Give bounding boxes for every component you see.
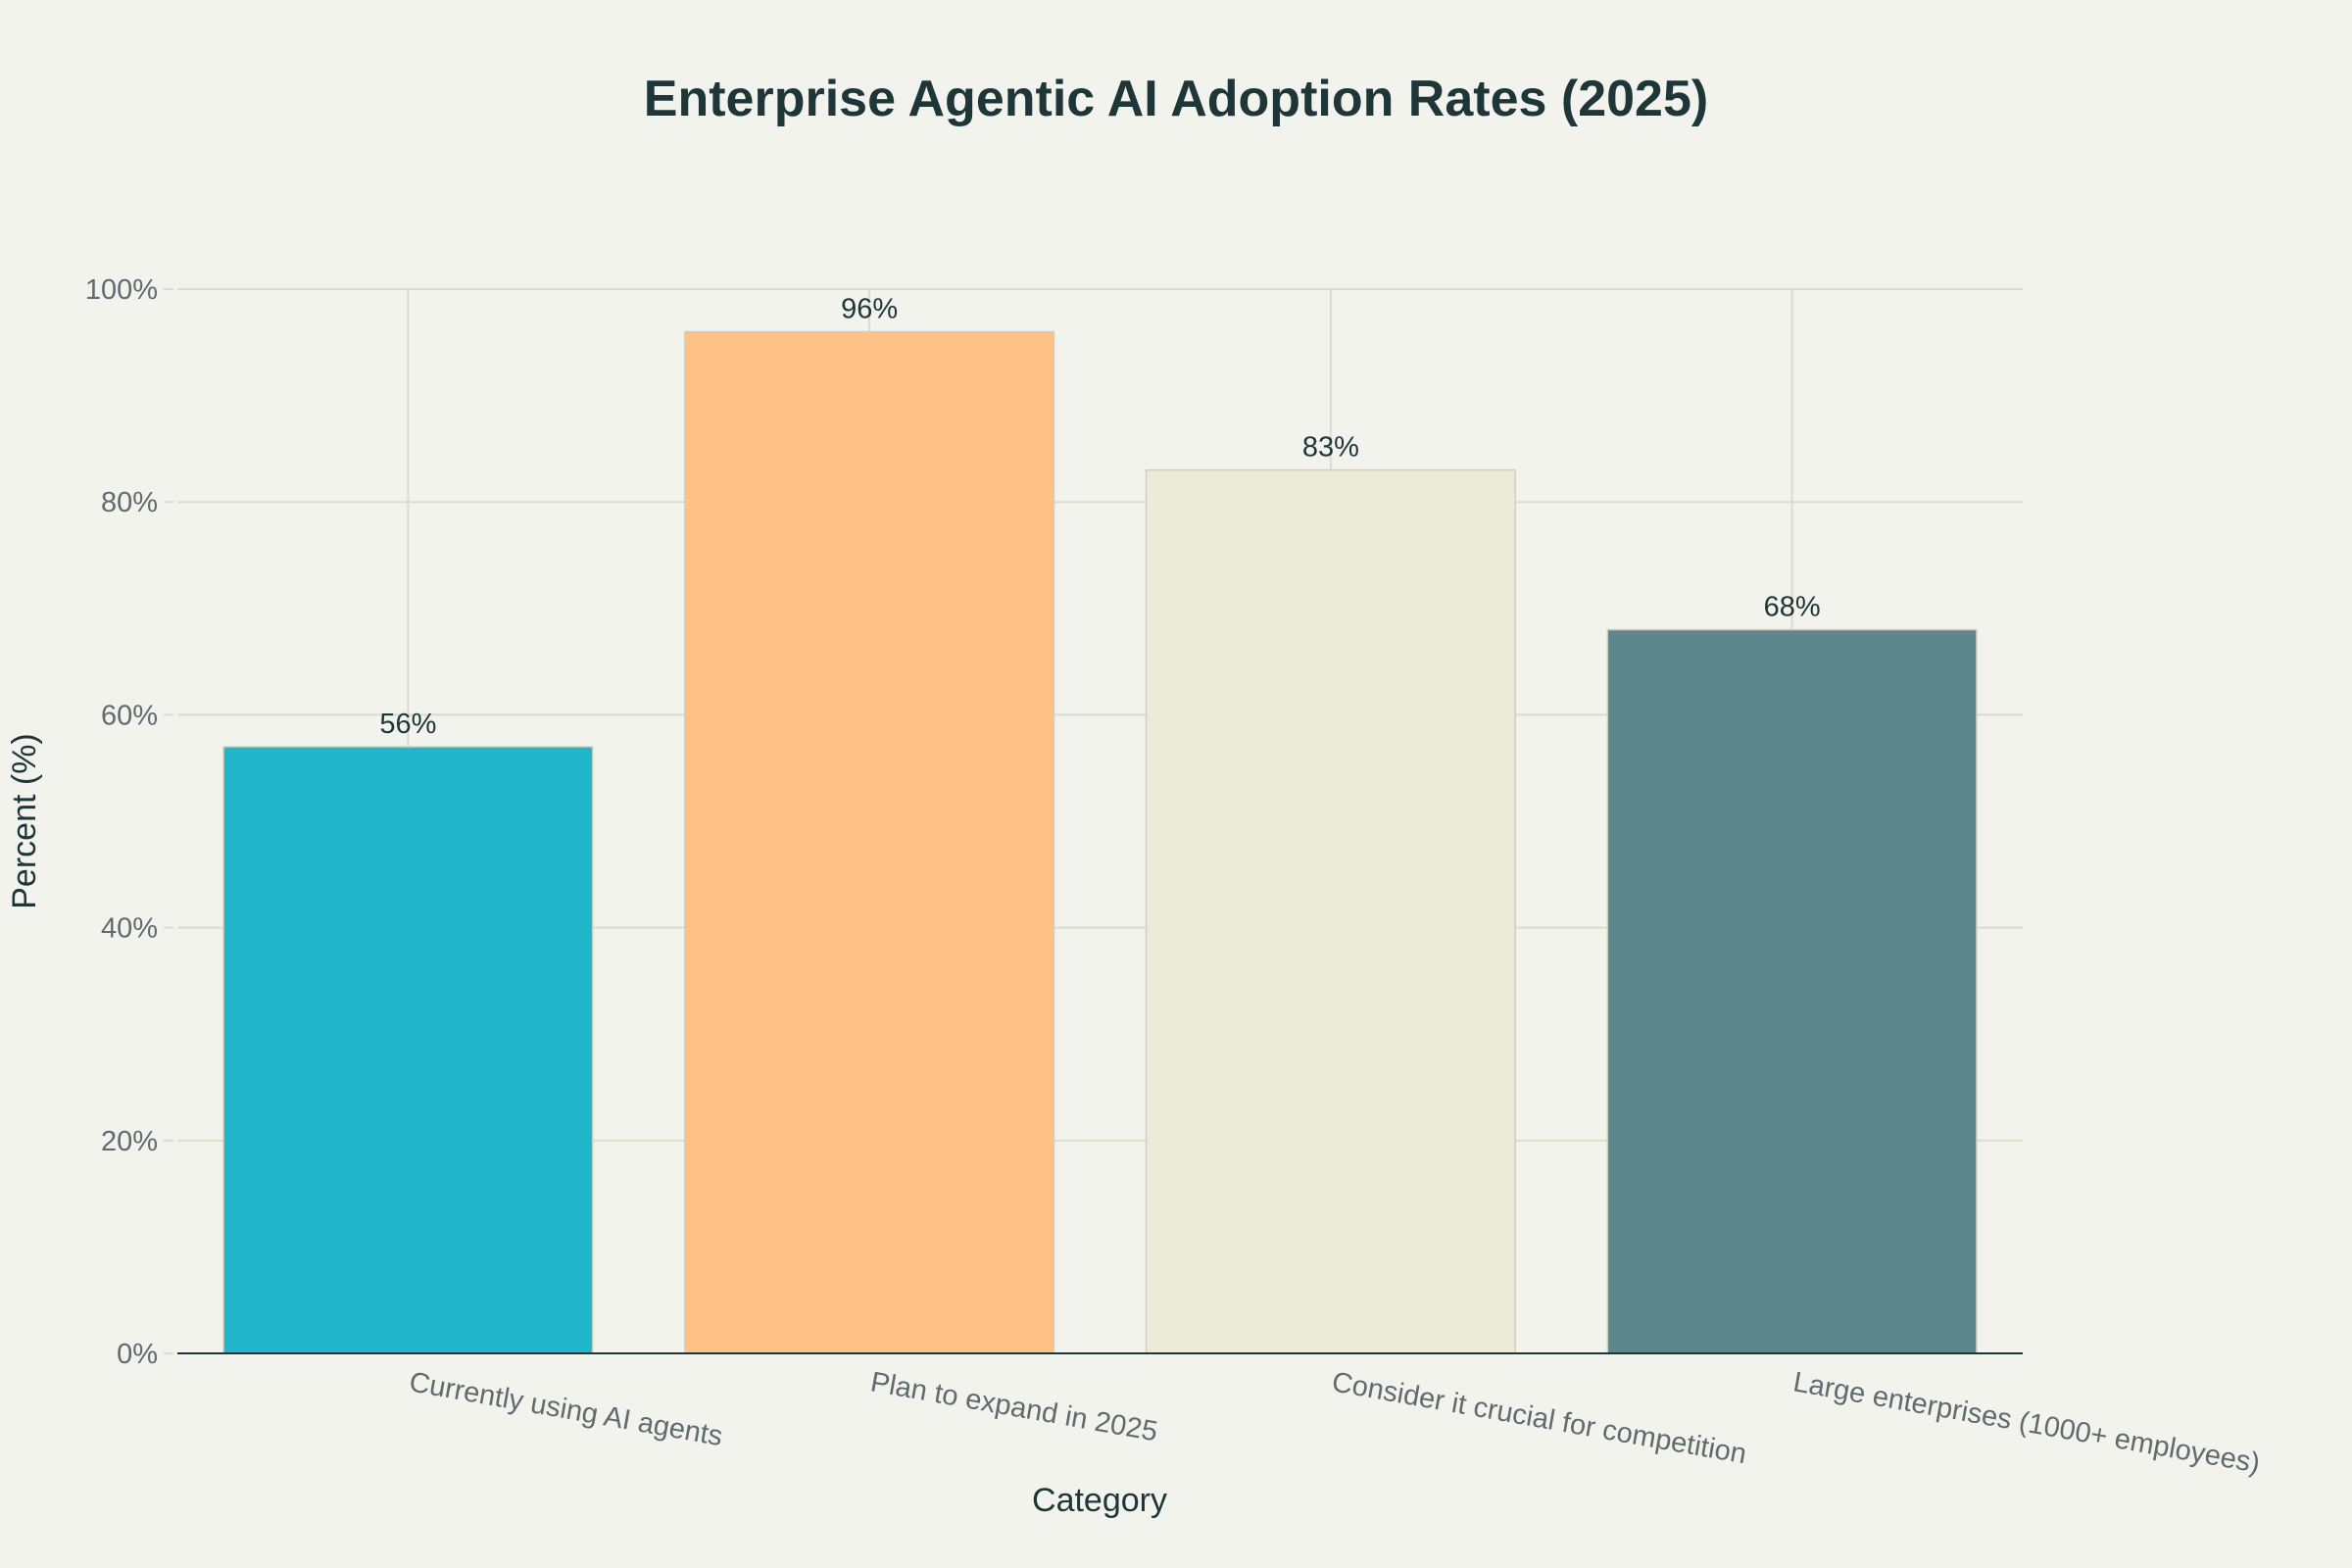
bars: 56% 96% 83% 68% xyxy=(222,293,1978,1354)
bar xyxy=(222,746,594,1354)
bar xyxy=(684,330,1055,1354)
y-axis-title: Percent (%) xyxy=(6,733,43,909)
y-tick-label: 100% xyxy=(85,274,158,306)
bar-data-label: 56% xyxy=(379,709,436,740)
y-tick-label: 0% xyxy=(117,1339,158,1370)
y-tick-label: 60% xyxy=(101,700,158,731)
chart-title: Enterprise Agentic AI Adoption Rates (20… xyxy=(644,71,1708,127)
y-tick-label: 80% xyxy=(101,487,158,518)
bar-data-label: 96% xyxy=(841,293,898,324)
bar-data-label: 68% xyxy=(1764,592,1821,623)
y-axis-ticks: 0% 20% 40% 60% 80% 100% xyxy=(85,274,173,1370)
bar-data-label: 83% xyxy=(1302,432,1359,464)
bar xyxy=(1145,468,1516,1354)
y-tick-label: 20% xyxy=(101,1126,158,1157)
bar xyxy=(1606,628,1978,1354)
y-tick-label: 40% xyxy=(101,913,158,945)
x-axis-title: Category xyxy=(1032,1482,1167,1519)
